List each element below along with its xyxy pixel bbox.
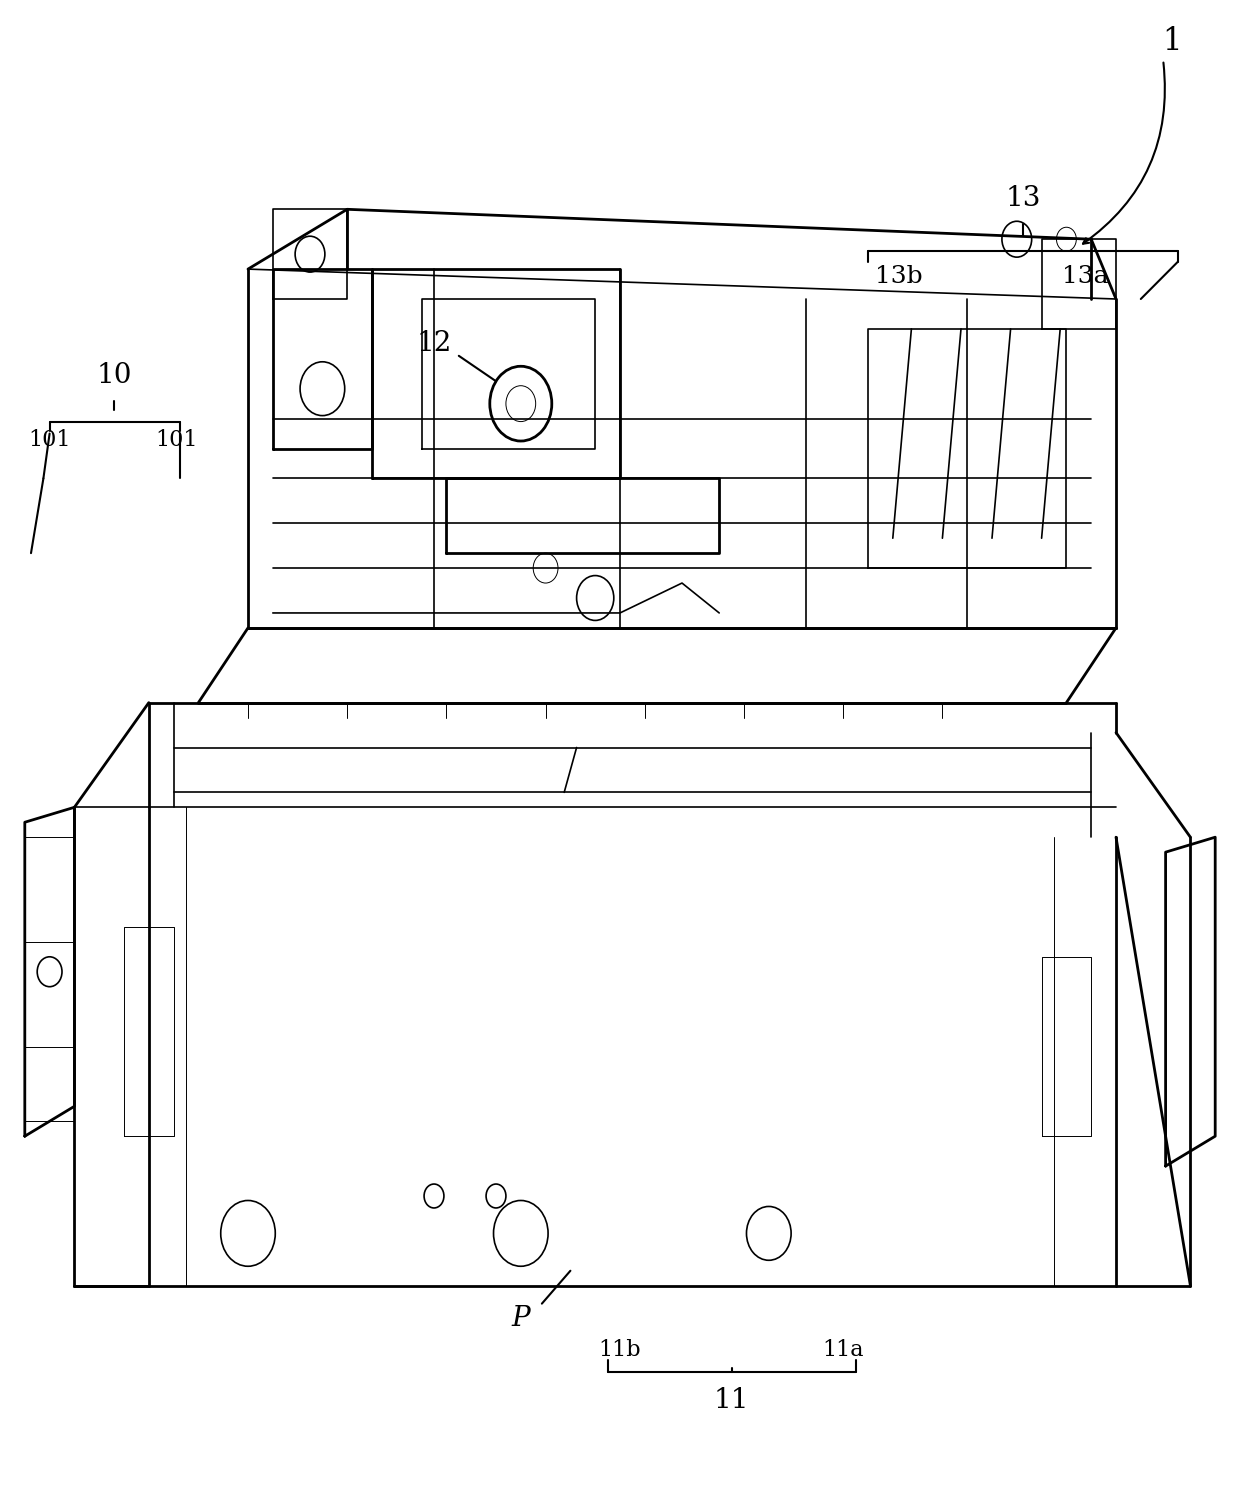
Text: 12: 12 xyxy=(417,330,451,357)
Text: 11b: 11b xyxy=(599,1340,641,1360)
Text: 11: 11 xyxy=(714,1387,749,1414)
Text: 13a: 13a xyxy=(1061,265,1109,289)
Text: P: P xyxy=(511,1305,531,1332)
Text: 10: 10 xyxy=(97,362,131,389)
Text: 11a: 11a xyxy=(822,1340,864,1360)
Text: 13: 13 xyxy=(1006,185,1040,212)
Text: 13b: 13b xyxy=(875,265,923,289)
Text: 101: 101 xyxy=(155,429,197,450)
Text: 101: 101 xyxy=(29,429,71,450)
Text: 1: 1 xyxy=(1162,27,1182,57)
